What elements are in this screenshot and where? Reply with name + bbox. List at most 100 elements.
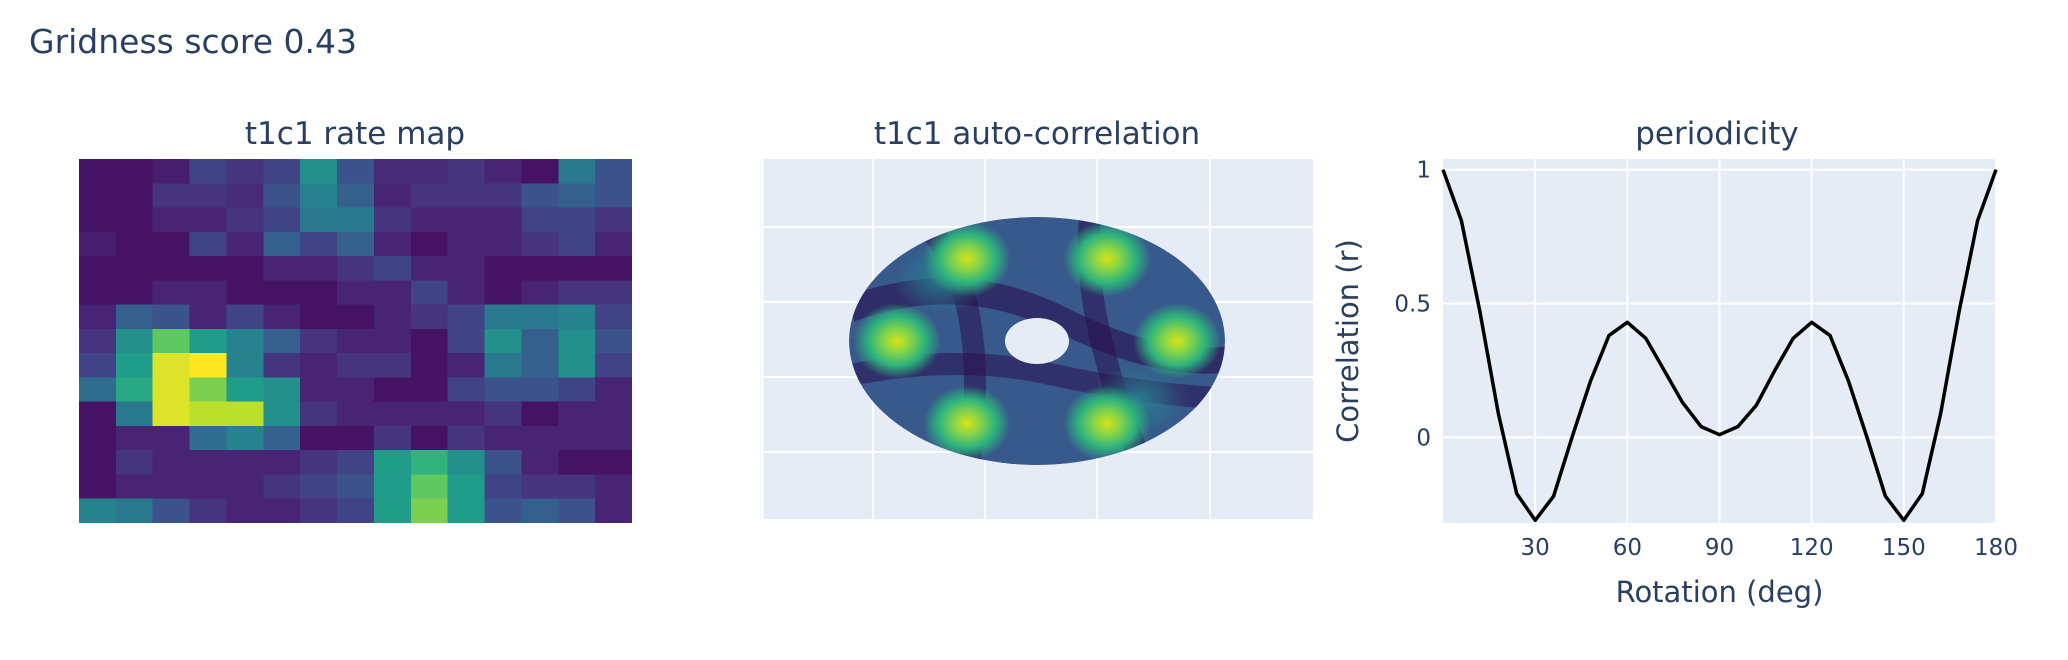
heatmap-cell xyxy=(226,256,264,281)
heatmap-cell xyxy=(300,328,338,354)
x-tick-label: 90 xyxy=(1705,535,1734,561)
heatmap-cell xyxy=(373,159,412,184)
heatmap-cell xyxy=(300,304,338,330)
heatmap-cell xyxy=(189,256,228,281)
heatmap-cell xyxy=(226,377,264,403)
heatmap-cell xyxy=(115,425,154,451)
heatmap-cell xyxy=(337,353,375,378)
heatmap-cell xyxy=(595,183,632,209)
heatmap-cell xyxy=(263,207,301,233)
heatmap-cell xyxy=(484,425,522,451)
heatmap-cell xyxy=(263,353,301,378)
heatmap-cell xyxy=(115,280,154,306)
heatmap-cell xyxy=(189,304,228,330)
heatmap-cell xyxy=(263,450,301,476)
heatmap-cell xyxy=(558,159,596,184)
heatmap-cell xyxy=(152,231,191,257)
heatmap-cell xyxy=(373,304,412,330)
heatmap-cell xyxy=(484,231,522,257)
heatmap-cell xyxy=(521,159,559,184)
heatmap-cell xyxy=(152,353,191,378)
heatmap-cell xyxy=(263,377,301,403)
heatmap-cell xyxy=(79,183,117,209)
heatmap-cell xyxy=(79,280,117,306)
heatmap-cell xyxy=(300,280,338,306)
heatmap-cell xyxy=(558,304,596,330)
heatmap-cell xyxy=(189,183,228,209)
heatmap-cell xyxy=(115,256,154,281)
heatmap-cell xyxy=(447,450,486,476)
heatmap-cell xyxy=(521,474,559,500)
heatmap-cell xyxy=(337,207,375,233)
heatmap-cell xyxy=(152,474,191,500)
heatmap-cell xyxy=(263,280,301,306)
heatmap-cell xyxy=(152,207,191,233)
heatmap-cell xyxy=(226,231,264,257)
heatmap-cell xyxy=(263,256,301,281)
heatmap-cell xyxy=(410,450,449,476)
rate-map-heatmap xyxy=(79,159,632,523)
x-tick-label: 60 xyxy=(1613,535,1642,561)
heatmap-cell xyxy=(189,280,228,306)
heatmap-cell xyxy=(79,159,117,184)
heatmap-cell xyxy=(447,231,486,257)
heatmap-cell xyxy=(79,377,117,403)
heatmap-cell xyxy=(79,304,117,330)
heatmap-cell xyxy=(595,304,632,330)
heatmap-cell xyxy=(337,425,375,451)
heatmap-cell xyxy=(558,183,596,209)
heatmap-cell xyxy=(115,183,154,209)
heatmap-cell xyxy=(373,328,412,354)
heatmap-cell xyxy=(484,450,522,476)
autocorr-title: t1c1 auto-correlation xyxy=(873,116,1201,152)
heatmap-cell xyxy=(115,474,154,500)
heatmap-cell xyxy=(152,498,191,523)
heatmap-cell xyxy=(521,304,559,330)
heatmap-cell xyxy=(558,231,596,257)
heatmap-cell xyxy=(79,498,117,523)
y-axis-label: Correlation (r) xyxy=(1331,239,1365,443)
heatmap-cell xyxy=(521,425,559,451)
heatmap-cell xyxy=(300,498,338,523)
heatmap-cell xyxy=(558,498,596,523)
heatmap-cell xyxy=(410,377,449,403)
heatmap-cell xyxy=(300,159,338,184)
heatmap-cell xyxy=(373,498,412,523)
heatmap-cell xyxy=(79,328,117,354)
heatmap-cell xyxy=(521,207,559,233)
heatmap-cell xyxy=(226,183,264,209)
heatmap-cell xyxy=(447,498,486,523)
heatmap-cell xyxy=(484,183,522,209)
heatmap-cell xyxy=(484,280,522,306)
heatmap-cell xyxy=(521,280,559,306)
heatmap-cell xyxy=(447,353,486,378)
heatmap-cell xyxy=(337,159,375,184)
heatmap-cell xyxy=(484,159,522,184)
heatmap-cell xyxy=(410,231,449,257)
heatmap-cell xyxy=(115,353,154,378)
heatmap-cell xyxy=(337,474,375,500)
heatmap-cell xyxy=(484,256,522,281)
heatmap-cell xyxy=(152,304,191,330)
autocorr-peak xyxy=(853,303,941,379)
heatmap-cell xyxy=(410,207,449,233)
heatmap-cell xyxy=(337,280,375,306)
heatmap-cell xyxy=(226,498,264,523)
heatmap-cell xyxy=(373,256,412,281)
autocorr-peak xyxy=(1063,385,1151,462)
heatmap-cell xyxy=(447,401,486,427)
heatmap-cell xyxy=(300,353,338,378)
heatmap-cell xyxy=(558,474,596,500)
heatmap-cell xyxy=(152,450,191,476)
heatmap-cell xyxy=(373,401,412,427)
heatmap-cell xyxy=(558,328,596,354)
heatmap-cell xyxy=(263,498,301,523)
heatmap-cell xyxy=(373,231,412,257)
heatmap-cell xyxy=(410,353,449,378)
x-axis-label: Rotation (deg) xyxy=(1616,575,1824,609)
heatmap-cell xyxy=(373,207,412,233)
heatmap-cell xyxy=(79,450,117,476)
y-tick-label: 0.5 xyxy=(1394,292,1431,318)
heatmap-cell xyxy=(226,328,264,354)
heatmap-cell xyxy=(410,474,449,500)
